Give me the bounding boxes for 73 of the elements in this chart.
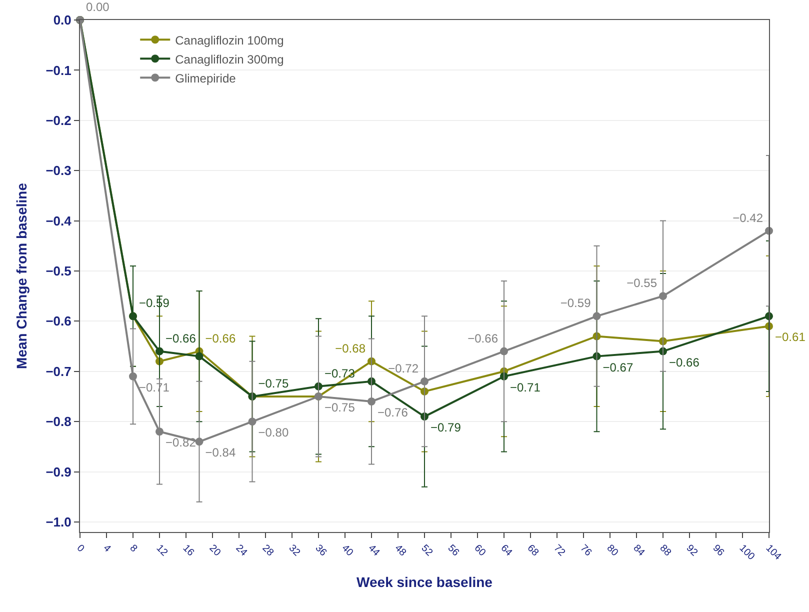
data-label: −0.61: [775, 330, 806, 344]
legend-label: Canagliflozin 300mg: [175, 52, 284, 66]
x-tick-label: 0: [74, 542, 86, 555]
data-label: −0.66: [669, 355, 700, 370]
x-tick-label: 4: [100, 542, 113, 555]
point: [156, 347, 164, 356]
y-tick-label: −0.4: [46, 213, 72, 228]
y-tick-label: −0.7: [46, 364, 72, 379]
x-tick-label: 76: [578, 542, 594, 559]
legend-label: Canagliflozin 100mg: [175, 33, 284, 48]
x-tick-label: 44: [366, 542, 382, 559]
y-tick-label: −0.6: [46, 314, 72, 329]
data-label: −0.72: [388, 361, 419, 376]
x-axis-title: Week since baseline: [356, 574, 493, 590]
point: [195, 438, 204, 446]
point: [156, 428, 164, 436]
y-tick-label: −0.3: [46, 163, 72, 178]
point: [129, 372, 137, 380]
x-tick-label: 72: [551, 542, 568, 559]
data-label: −0.55: [626, 276, 658, 290]
data-label: −0.84: [205, 446, 236, 460]
data-label: −0.66: [468, 331, 498, 346]
x-tick-label: 36: [312, 542, 329, 559]
y-tick-label: −0.8: [46, 414, 72, 430]
data-label: −0.75: [324, 400, 356, 414]
x-tick-label: 12: [154, 542, 170, 559]
x-tick-label: 100: [736, 542, 757, 563]
point: [420, 377, 428, 386]
x-tick-label: 60: [472, 542, 488, 559]
point: [195, 352, 204, 360]
x-tick-label: 8: [127, 542, 140, 555]
y-axis-title: Mean Change from baseline: [13, 182, 30, 369]
x-tick-label: 40: [339, 542, 356, 559]
data-label: −0.71: [510, 380, 541, 394]
y-tick-label: −0.9: [46, 464, 72, 480]
data-label: −0.79: [430, 420, 462, 435]
x-tick-label: 84: [630, 542, 647, 559]
x-tick-label: 92: [684, 542, 700, 559]
x-tick-label: 20: [206, 542, 223, 559]
point: [248, 418, 256, 426]
y-tick-label: −0.2: [46, 112, 72, 128]
data-label: −0.80: [258, 426, 289, 440]
x-tick-label: 52: [418, 542, 435, 559]
x-tick-label: 96: [710, 542, 726, 559]
y-tick-label: 0.0: [53, 12, 72, 28]
x-tick-label: 28: [260, 542, 276, 559]
data-label: −0.42: [732, 210, 764, 225]
x-tick-label: 32: [286, 542, 302, 559]
data-label: −0.75: [258, 376, 289, 390]
x-tick-label: 56: [445, 542, 462, 559]
point: [592, 312, 601, 320]
y-tick-label: −0.1: [46, 62, 72, 78]
x-tick-label: 68: [524, 542, 541, 559]
x-tick-label: 24: [233, 542, 250, 559]
x-tick-label: 48: [392, 542, 408, 559]
x-tick-label: 80: [604, 542, 620, 559]
point: [659, 292, 667, 300]
y-tick-label: −0.5: [46, 264, 72, 279]
point: [368, 397, 376, 406]
data-label: 0.00: [86, 0, 110, 14]
data-label: −0.68: [335, 341, 366, 356]
x-tick-label: 64: [498, 542, 514, 559]
data-label: −0.76: [378, 405, 408, 420]
data-label: −0.66: [166, 331, 196, 346]
x-tick-label: 88: [657, 542, 674, 559]
x-tick-label: 104: [763, 542, 784, 563]
y-tick-label: −1.0: [46, 514, 72, 530]
data-label: −0.66: [205, 331, 236, 346]
data-label: −0.59: [560, 296, 592, 310]
point: [500, 347, 508, 356]
legend-label: Glimepiride: [175, 71, 236, 86]
x-tick-label: 16: [180, 542, 196, 559]
data-label: −0.67: [602, 360, 634, 374]
